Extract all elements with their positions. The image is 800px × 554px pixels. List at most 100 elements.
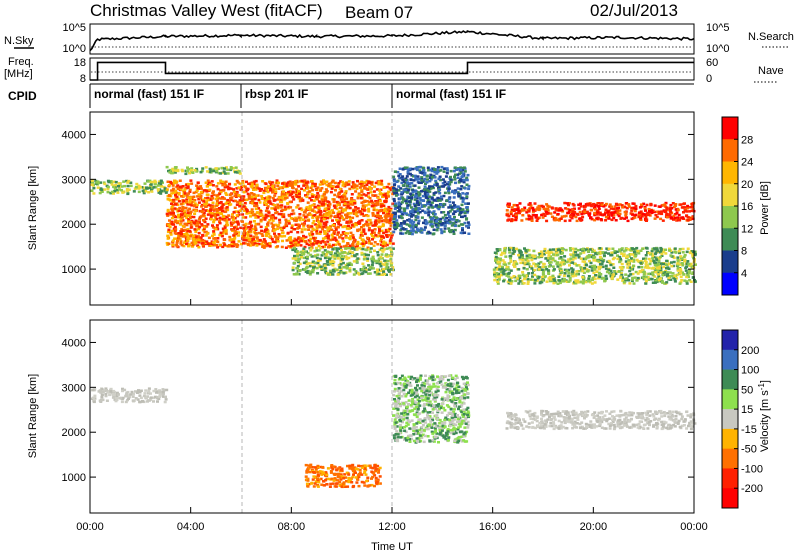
- echo-cell: [260, 229, 264, 233]
- echo-cell: [581, 267, 585, 270]
- echo-cell: [665, 216, 669, 219]
- echo-cell: [379, 255, 383, 259]
- echo-cell: [177, 200, 181, 203]
- echo-cell: [204, 197, 207, 200]
- echo-cell: [211, 226, 215, 229]
- echo-cell: [294, 180, 297, 183]
- echo-cell: [197, 231, 201, 235]
- echo-cell: [408, 172, 412, 176]
- echo-cell: [446, 169, 449, 172]
- echo-cell: [393, 183, 396, 187]
- echo-cell: [380, 229, 384, 233]
- echo-cell: [354, 222, 358, 225]
- echo-cell: [329, 225, 332, 228]
- echo-cell: [205, 205, 209, 208]
- echo-cell: [357, 222, 361, 225]
- echo-cell: [405, 206, 409, 210]
- echo-cell: [383, 272, 386, 276]
- echo-cell: [273, 194, 277, 197]
- echo-cell: [296, 204, 300, 207]
- echo-cell: [422, 205, 426, 208]
- echo-cell: [432, 210, 436, 213]
- echo-cell: [553, 279, 557, 282]
- echo-cell: [294, 219, 298, 223]
- echo-cell: [647, 207, 651, 211]
- echo-cell: [170, 207, 174, 211]
- echo-cell: [452, 232, 456, 235]
- echo-cell: [286, 192, 290, 195]
- echo-cell: [202, 239, 206, 243]
- echo-cell: [430, 196, 434, 200]
- echo-cell: [641, 247, 645, 250]
- echo-cell: [279, 206, 283, 209]
- echo-cell: [358, 246, 362, 250]
- echo-cell: [592, 202, 596, 206]
- echo-cell: [514, 279, 518, 283]
- echo-cell: [223, 172, 227, 175]
- echo-cell: [301, 199, 305, 202]
- echo-cell: [165, 165, 169, 169]
- echo-cell: [601, 251, 605, 254]
- echo-cell: [193, 199, 197, 202]
- echo-cell: [540, 252, 544, 255]
- echo-cell: [262, 201, 266, 204]
- echo-cell: [574, 247, 578, 251]
- echo-cell: [226, 168, 230, 172]
- echo-cell: [404, 228, 408, 231]
- echo-cell: [201, 208, 205, 211]
- echo-cell: [341, 184, 345, 187]
- echo-cell: [194, 219, 198, 222]
- echo-cell: [348, 215, 352, 219]
- echo-cell: [181, 235, 185, 238]
- echo-cell: [601, 265, 605, 269]
- echo-cell: [414, 225, 418, 228]
- echo-cell: [444, 221, 448, 224]
- echo-cell: [634, 270, 638, 274]
- echo-cell: [371, 267, 375, 270]
- echo-cell: [624, 277, 628, 281]
- echo-cell: [238, 199, 242, 202]
- echo-cell: [451, 230, 455, 233]
- echo-cell: [277, 212, 281, 216]
- echo-cell: [428, 185, 431, 188]
- echo-cell: [507, 203, 511, 207]
- echo-cell: [348, 244, 352, 247]
- echo-cell: [223, 238, 227, 241]
- echo-cell: [337, 223, 341, 226]
- echo-cell: [499, 259, 503, 262]
- echo-cell: [667, 249, 671, 252]
- echo-cell: [428, 195, 432, 198]
- echo-cell: [264, 228, 267, 232]
- echo-cell: [632, 253, 636, 256]
- echo-cell: [548, 248, 552, 251]
- echo-cell: [322, 218, 326, 221]
- echo-cell: [607, 268, 611, 271]
- echo-cell: [435, 228, 439, 232]
- echo-cell: [397, 185, 401, 188]
- echo-cell: [393, 192, 397, 195]
- echo-cell: [298, 207, 302, 210]
- echo-cell: [342, 198, 346, 201]
- echo-cell: [313, 206, 317, 209]
- echo-cell: [425, 175, 429, 178]
- echo-cell: [222, 214, 225, 218]
- echo-cell: [238, 209, 242, 212]
- echo-cell: [240, 219, 244, 223]
- echo-cell: [281, 239, 284, 243]
- echo-cell: [542, 268, 546, 272]
- echo-cell: [311, 269, 315, 272]
- echo-cell: [455, 219, 459, 222]
- echo-cell: [308, 206, 312, 209]
- echo-cell: [316, 253, 320, 257]
- echo-cell: [193, 212, 197, 215]
- echo-cell: [600, 262, 604, 266]
- echo-cell: [385, 262, 389, 266]
- echo-cell: [356, 196, 360, 200]
- echo-cell: [443, 180, 447, 184]
- echo-cell: [246, 192, 250, 196]
- echo-cell: [349, 212, 353, 215]
- echo-cell: [367, 180, 371, 183]
- echo-cell: [339, 214, 343, 218]
- echo-cell: [103, 188, 107, 191]
- echo-cell: [307, 225, 311, 229]
